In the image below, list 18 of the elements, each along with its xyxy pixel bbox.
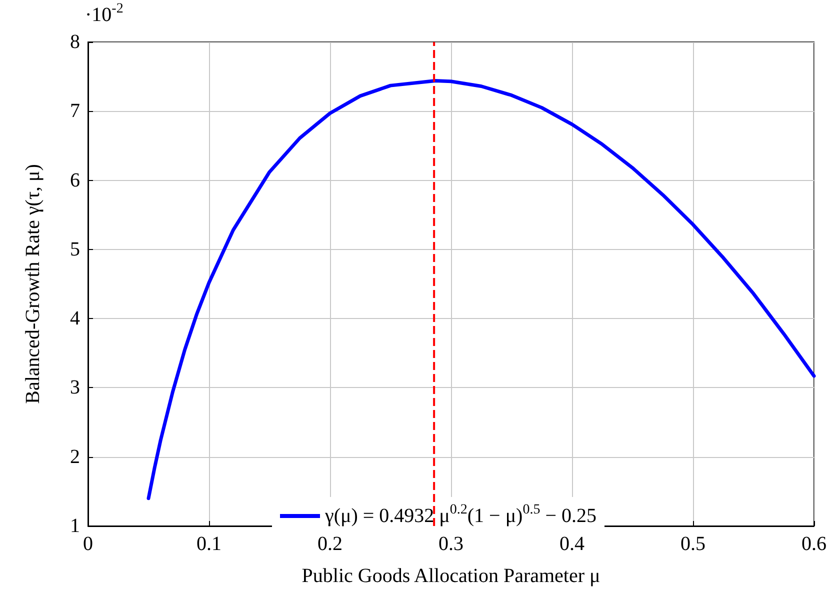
y-tick-label: 5	[70, 238, 80, 260]
y-tick-label: 7	[70, 100, 80, 122]
y-tick-label: 3	[70, 376, 80, 399]
x-tick-label: 0.4	[560, 533, 584, 555]
y-axis-title: Balanced-Growth Rate γ(τ, μ)	[22, 164, 44, 404]
y-tick-label: 8	[70, 31, 80, 53]
line-series	[146, 78, 816, 500]
x-axis-title: Public Goods Allocation Parameter μ	[302, 565, 600, 587]
x-tick-label: 0.1	[196, 533, 222, 555]
x-tick-label: 0.5	[680, 533, 706, 555]
y-tick-label: 2	[70, 446, 80, 468]
y-tick-label: 4	[70, 308, 80, 330]
x-tick-label: 0	[83, 533, 93, 555]
y-tick-label: 6	[70, 169, 80, 192]
x-tick-label: 0.2	[318, 533, 342, 555]
x-tick-label: 0.6	[802, 533, 826, 555]
y-tick-label: 1	[70, 515, 80, 537]
x-tick-label: 0.3	[438, 533, 464, 555]
